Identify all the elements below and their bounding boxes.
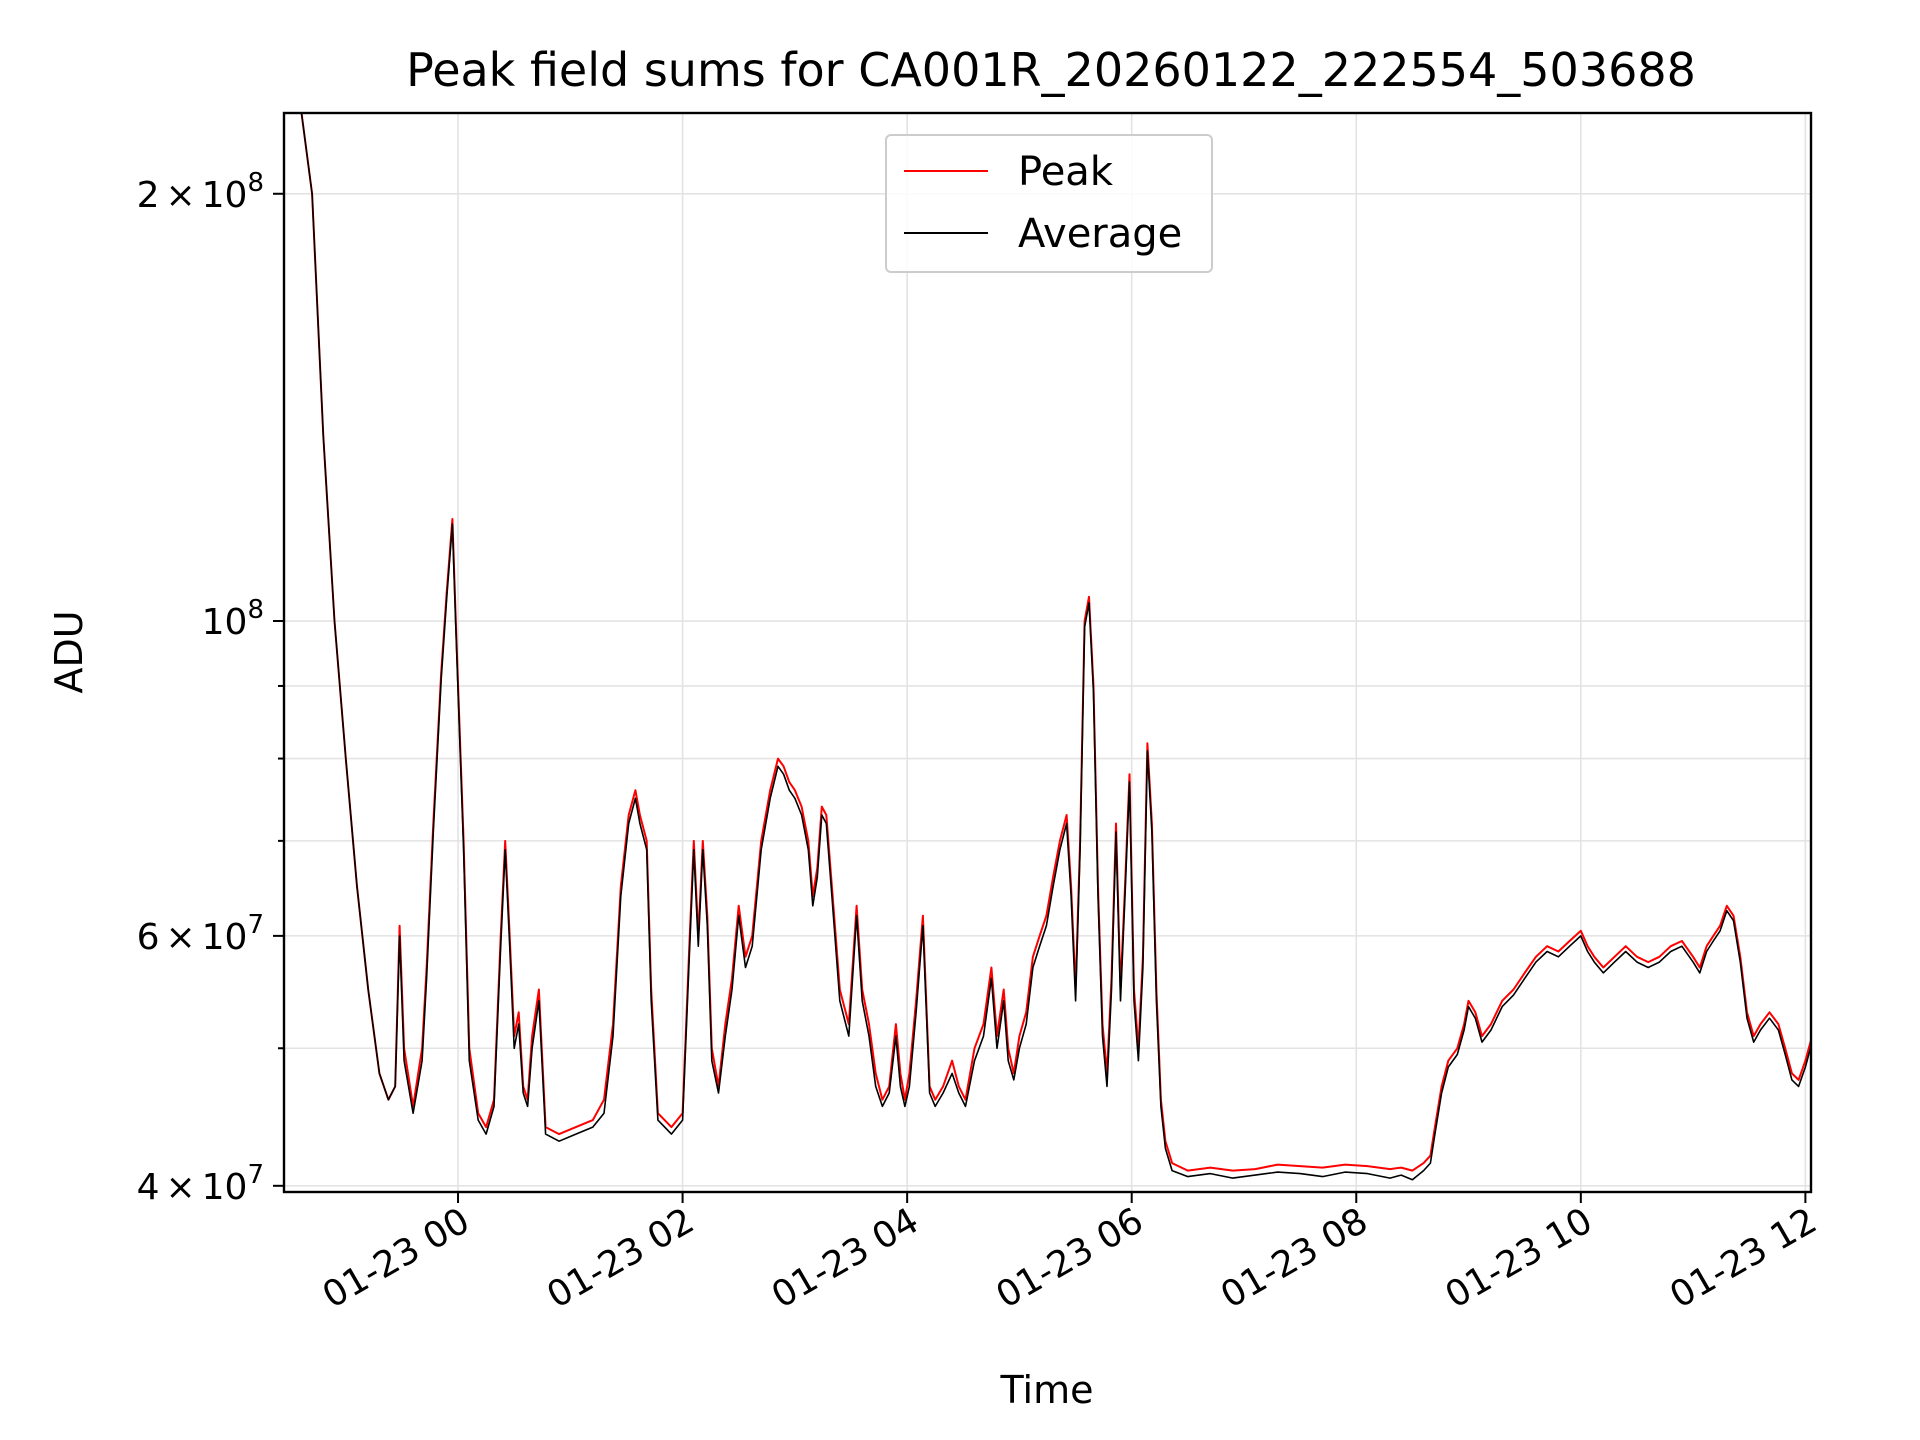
y-tick-label: 2 × 108: [137, 168, 264, 216]
legend-box: [885, 134, 1213, 273]
x-tick-label: 01-23 06: [990, 1200, 1151, 1316]
legend[interactable]: Peak Average: [885, 134, 1213, 273]
plot-frame: [282, 111, 1813, 1194]
series-layer: [300, 113, 1811, 1181]
x-axis-label: Time: [1000, 1368, 1094, 1412]
x-tick-label: 01-23 04: [765, 1200, 926, 1316]
grid-lines: [284, 113, 1811, 1192]
x-tick-label: 01-23 00: [316, 1200, 477, 1316]
chart-title: Peak field sums for CA001R_20260122_2225…: [406, 43, 1696, 97]
x-tick-label: 01-23 08: [1214, 1200, 1375, 1316]
legend-label-average: Average: [1018, 211, 1182, 257]
y-axis: 4 × 107 6 × 107 108 2 × 108: [137, 168, 284, 1208]
y-tick-label: 4 × 107: [137, 1160, 264, 1208]
series-line-average: [300, 113, 1811, 1181]
x-axis: 01-23 00 01-23 02 01-23 04 01-23 06 01-23 08…: [316, 1192, 1824, 1317]
legend-label-peak: Peak: [1018, 149, 1114, 195]
y-tick-label: 6 × 107: [137, 910, 264, 958]
x-tick-label: 01-23 12: [1663, 1200, 1824, 1316]
y-axis-label: ADU: [47, 610, 91, 693]
x-tick-label: 01-23 02: [540, 1200, 701, 1316]
y-tick-label: 108: [202, 595, 264, 643]
x-tick-label: 01-23 10: [1439, 1200, 1600, 1316]
